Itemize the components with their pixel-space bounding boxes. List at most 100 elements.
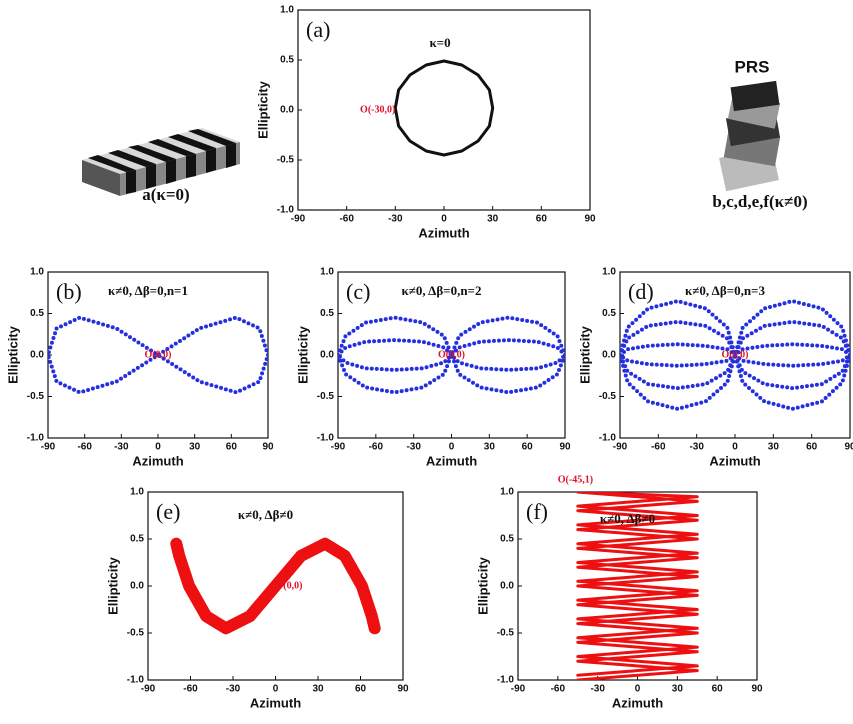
x-tick-label: -60 <box>339 214 354 225</box>
y-tick-label: 1.0 <box>130 487 144 498</box>
x-tick-label: -30 <box>689 442 704 453</box>
panel-title: κ≠0, Δβ=0,n=2 <box>402 283 482 298</box>
y-tick-label: 0.5 <box>320 308 334 319</box>
panel-title: κ≠0, Δβ=0,n=1 <box>108 283 188 298</box>
x-tick-label: 0 <box>441 214 447 225</box>
y-axis-label: Ellipticity <box>105 556 120 615</box>
x-tick-label: 60 <box>712 684 724 695</box>
x-tick-label: 0 <box>635 684 641 695</box>
x-axis-label: Azimuth <box>426 453 477 468</box>
plates <box>719 81 780 191</box>
y-tick-label: 0.0 <box>130 581 144 592</box>
y-tick-label: 0.0 <box>500 581 514 592</box>
x-tick-label: 90 <box>397 684 409 695</box>
x-tick-label: 60 <box>226 442 238 453</box>
page: {"chart_data": [ {"type": "line", "panel… <box>0 0 853 724</box>
x-tick-label: -30 <box>226 684 241 695</box>
x-tick-label: 30 <box>484 442 496 453</box>
y-tick-label: 1.0 <box>320 267 334 278</box>
x-tick-label: 0 <box>732 442 738 453</box>
y-tick-label: -1.0 <box>599 433 617 444</box>
y-tick-label: 0.5 <box>280 55 294 66</box>
x-tick-label: 90 <box>844 442 853 453</box>
x-axis-label: Azimuth <box>612 695 663 710</box>
x-tick-label: 90 <box>751 684 763 695</box>
origin-annotation: O(0,0) <box>276 580 303 591</box>
y-tick-label: -1.0 <box>317 433 335 444</box>
x-tick-label: 0 <box>449 442 455 453</box>
plot-area <box>395 61 492 155</box>
y-axis-label: Ellipticity <box>295 325 310 384</box>
x-tick-label: 90 <box>584 214 596 225</box>
panel-title: κ≠0, Δβ=0,n=3 <box>685 283 765 298</box>
y-tick-label: 0.5 <box>602 308 616 319</box>
x-tick-label: -30 <box>406 442 421 453</box>
x-tick-label: -60 <box>369 442 384 453</box>
y-tick-label: -1.0 <box>497 675 515 686</box>
y-axis-label: Ellipticity <box>5 325 20 384</box>
y-tick-label: 1.0 <box>280 5 294 16</box>
panel-label: (f) <box>526 499 548 524</box>
prs-illustration: PRS b,c,d,e,f(κ≠0) <box>712 57 807 210</box>
y-tick-label: 0.0 <box>280 105 294 116</box>
panel-title: κ≠0, Δβ≠0 <box>238 507 293 522</box>
prs-title: PRS <box>735 57 770 76</box>
panel-title: κ=0 <box>429 35 450 50</box>
y-tick-label: -0.5 <box>127 628 145 639</box>
x-tick-label: 60 <box>355 684 367 695</box>
y-tick-label: -0.5 <box>27 391 45 402</box>
x-axis-label: Azimuth <box>418 225 469 240</box>
y-tick-label: -1.0 <box>277 205 295 216</box>
x-tick-label: -30 <box>590 684 605 695</box>
x-tick-label: 90 <box>262 442 274 453</box>
x-axis-label: Azimuth <box>709 453 760 468</box>
y-tick-label: -1.0 <box>27 433 45 444</box>
y-tick-label: -0.5 <box>317 391 335 402</box>
x-tick-label: 60 <box>536 214 548 225</box>
y-tick-label: -0.5 <box>599 391 617 402</box>
y-tick-label: 0.0 <box>320 350 334 361</box>
panel-label: (e) <box>156 499 180 524</box>
y-axis-label: Ellipticity <box>475 556 490 615</box>
x-tick-label: 60 <box>522 442 534 453</box>
grating-illustration: a(κ=0) <box>82 128 240 204</box>
y-tick-label: 1.0 <box>500 487 514 498</box>
x-tick-label: -60 <box>183 684 198 695</box>
x-tick-label: 30 <box>312 684 324 695</box>
x-tick-label: -30 <box>114 442 129 453</box>
x-tick-label: -60 <box>77 442 92 453</box>
origin-annotation: O(0,0) <box>722 349 749 360</box>
panel-label: (b) <box>56 279 82 304</box>
y-tick-label: -0.5 <box>277 155 295 166</box>
x-axis-label: Azimuth <box>250 695 301 710</box>
y-axis-label: Ellipticity <box>255 80 270 139</box>
x-tick-label: -30 <box>388 214 403 225</box>
y-tick-label: 1.0 <box>602 267 616 278</box>
origin-annotation: O(0,0) <box>438 349 465 360</box>
panel-title: κ≠0, Δβ≠0 <box>600 511 655 526</box>
panel-label: (d) <box>628 279 654 304</box>
origin-annotation: O(-30,0) <box>360 104 395 115</box>
x-tick-label: 0 <box>273 684 279 695</box>
x-tick-label: 0 <box>155 442 161 453</box>
left-caption: a(κ=0) <box>142 185 189 204</box>
y-tick-label: 0.5 <box>500 534 514 545</box>
origin-annotation: O(-45,1) <box>558 474 593 485</box>
x-tick-label: 30 <box>189 442 201 453</box>
right-caption: b,c,d,e,f(κ≠0) <box>712 192 807 211</box>
x-tick-label: 90 <box>559 442 571 453</box>
y-tick-label: -0.5 <box>497 628 515 639</box>
y-tick-label: 0.5 <box>130 534 144 545</box>
y-tick-label: 0.0 <box>602 350 616 361</box>
y-tick-label: -1.0 <box>127 675 145 686</box>
figure: a(κ=0) PRS b,c,d,e,f(κ≠0) -90-60-3003060… <box>0 0 853 724</box>
panel-label: (a) <box>306 17 330 42</box>
x-tick-label: -60 <box>551 684 566 695</box>
x-tick-label: -60 <box>651 442 666 453</box>
x-tick-label: 60 <box>806 442 818 453</box>
